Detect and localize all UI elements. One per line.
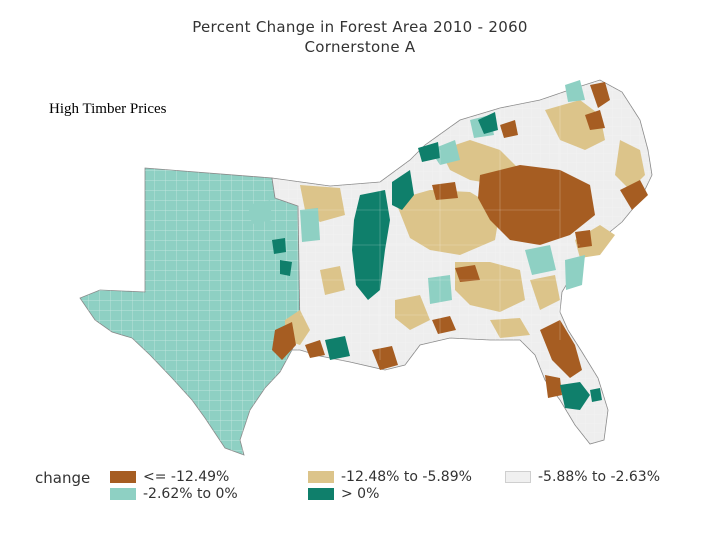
legend-item-tan: -12.48% to -5.89%	[308, 469, 472, 485]
legend-swatch-tan	[308, 471, 334, 483]
map-subtitle: Cornerstone A	[304, 38, 416, 56]
class-brown	[272, 82, 648, 398]
map-title: Percent Change in Forest Area 2010 - 206…	[192, 18, 528, 36]
class-dark-teal	[272, 112, 602, 410]
legend-swatch-dark-teal	[308, 488, 334, 500]
legend-item-dark-teal: > 0%	[308, 486, 379, 502]
legend-label: <= -12.49%	[143, 469, 230, 485]
legend-label: -5.88% to -2.63%	[538, 469, 661, 485]
legend-swatch-brown	[110, 471, 136, 483]
legend-title: change	[35, 469, 91, 487]
legend-label: -2.62% to 0%	[143, 486, 238, 502]
legend-swatch-grey	[505, 471, 531, 483]
legend-item-brown: <= -12.49%	[110, 469, 229, 485]
county-borders	[300, 90, 580, 360]
legend-label: -12.48% to -5.89%	[341, 469, 472, 485]
legend-label: > 0%	[341, 486, 380, 502]
legend-swatch-light-teal	[110, 488, 136, 500]
legend-item-light-teal: -2.62% to 0%	[110, 486, 238, 502]
scenario-label: High Timber Prices	[49, 101, 167, 117]
legend-item-grey: -5.88% to -2.63%	[505, 469, 660, 485]
